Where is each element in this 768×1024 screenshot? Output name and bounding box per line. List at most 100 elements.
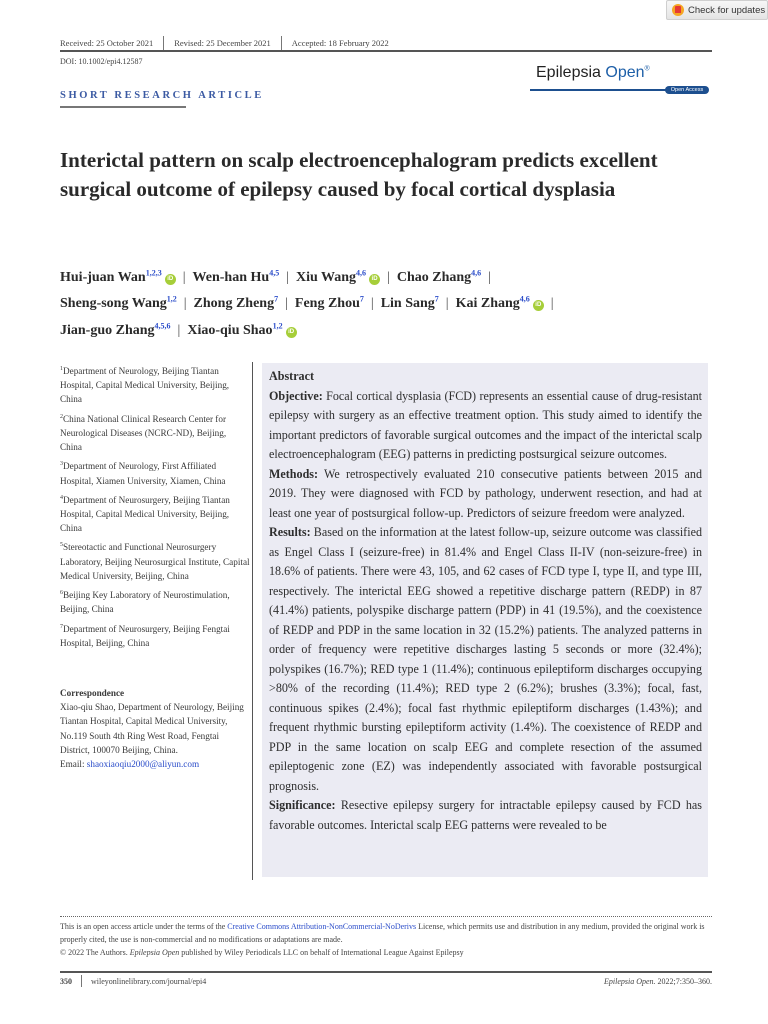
author[interactable]: Hui-juan Wan1,2,3iD (60, 268, 176, 285)
article-dates: Received: 25 October 2021 Revised: 25 De… (60, 36, 399, 50)
author-affiliation-ref[interactable]: 1,2,3 (145, 268, 162, 277)
email-label: Email: (60, 759, 87, 770)
received-date: Received: 25 October 2021 (60, 38, 154, 48)
affiliation-number: 6 (60, 590, 63, 597)
author-affiliation-ref[interactable]: 1,2 (272, 321, 283, 331)
abstract-methods: Methods: We retrospectively evaluated 21… (269, 465, 702, 524)
author[interactable]: Chao Zhang4,6 (397, 268, 482, 285)
affiliation-text: Department of Neurosurgery, Beijing Feng… (60, 623, 230, 648)
abstract-objective: Objective: Focal cortical dysplasia (FCD… (269, 387, 702, 465)
affiliation: 7Department of Neurosurgery, Beijing Fen… (60, 620, 250, 650)
abstract-significance: Significance: Resective epilepsy surgery… (269, 796, 702, 835)
author[interactable]: Feng Zhou7 (294, 294, 364, 312)
correspondence-heading: Correspondence (60, 688, 125, 698)
affiliation-number: 3 (60, 461, 63, 468)
divider (280, 36, 282, 50)
separator: | (182, 269, 186, 285)
author-affiliation-ref[interactable]: 4,6 (356, 268, 367, 277)
license-notice: This is an open access article under the… (60, 920, 712, 959)
copyright-journal: Epilepsia Open (129, 948, 180, 957)
author[interactable]: Xiu Wang4,6iD (296, 268, 381, 285)
author[interactable]: Zhong Zheng7 (194, 294, 279, 312)
author[interactable]: Kai Zhang4,6iD (455, 294, 544, 312)
accepted-date: Accepted: 18 February 2022 (291, 38, 389, 48)
section-text: We retrospectively evaluated 210 consecu… (269, 466, 702, 520)
affiliation-number: 7 (60, 623, 63, 630)
cc-license-link[interactable]: Creative Commons Attribution-NonCommerci… (227, 922, 417, 931)
author-affiliation-ref[interactable]: 7 (274, 294, 279, 304)
affiliation-number: 4 (60, 494, 63, 501)
correspondence: Correspondence Xiao-qiu Shao, Department… (60, 686, 250, 771)
author-affiliation-ref[interactable]: 7 (359, 294, 364, 304)
author[interactable]: Xiao-qiu Shao1,2iD (187, 321, 297, 338)
article-title: Interictal pattern on scalp electroencep… (60, 148, 658, 201)
section-label: Results: (269, 525, 311, 539)
abstract-box: Abstract Objective: Focal cortical dyspl… (262, 363, 708, 877)
logo-rule (530, 89, 668, 91)
open-access-badge: Open Access (665, 86, 709, 94)
author-affiliation-ref[interactable]: 4,6 (471, 268, 482, 277)
author-name: Kai Zhang (455, 296, 520, 312)
license-rule (60, 916, 712, 917)
citation-details: 2022;7:350–360. (655, 976, 712, 986)
orcid-icon[interactable]: iD (532, 300, 544, 312)
author[interactable]: Lin Sang7 (380, 294, 439, 312)
separator: | (286, 269, 289, 285)
copyright-text: © 2022 The Authors. (60, 948, 130, 957)
author-name: Sheng-song Wang (60, 296, 167, 312)
section-text: Resective epilepsy surgery for intractab… (269, 798, 702, 832)
author-name: Xiao-qiu Shao (187, 322, 273, 338)
affiliation-text: Department of Neurosurgery, Beijing Tian… (60, 494, 230, 534)
section-text: Based on the information at the latest f… (269, 525, 702, 793)
author-name: Xiu Wang (296, 269, 357, 285)
journal-url[interactable]: wileyonlinelibrary.com/journal/epi4 (91, 976, 207, 986)
affiliation-text: Beijing Key Laboratory of Neurostimulati… (60, 590, 230, 615)
email-link[interactable]: shaoxiaoqiu2000@aliyun.com (86, 759, 200, 770)
section-label: Methods: (269, 466, 319, 481)
author-affiliation-ref[interactable]: 4,5 (269, 268, 280, 277)
author[interactable]: Sheng-song Wang1,2 (60, 294, 177, 312)
citation: Epilepsia Open. 2022;7:350–360. (604, 977, 712, 986)
separator: | (183, 296, 187, 312)
article-type-rule (60, 106, 186, 108)
orcid-icon[interactable]: iD (285, 326, 297, 338)
author-affiliation-ref[interactable]: 4,5,6 (154, 321, 171, 331)
section-label: Objective: (269, 388, 323, 403)
correspondence-email: Email: shaoxiaoqiu2000@aliyun.com (60, 757, 250, 771)
author-name: Feng Zhou (294, 296, 360, 312)
author[interactable]: Wen-han Hu4,5 (192, 268, 280, 285)
affiliation-text: Department of Neurology, First Affiliate… (60, 461, 226, 486)
author-affiliation-ref[interactable]: 4,6 (519, 294, 530, 304)
affiliation-text: Department of Neurology, Beijing Tiantan… (60, 366, 230, 405)
affiliation: 5Stereotactic and Functional Neurosurger… (60, 538, 250, 583)
column-divider (252, 362, 253, 880)
revised-date: Revised: 25 December 2021 (174, 38, 271, 48)
section-label: Significance: (269, 798, 336, 812)
copyright: © 2022 The Authors. Epilepsia Open publi… (60, 946, 712, 959)
author-affiliation-ref[interactable]: 7 (434, 294, 439, 304)
check-for-updates-button[interactable]: Check for updates (666, 0, 768, 20)
doi[interactable]: DOI: 10.1002/epi4.12587 (60, 57, 143, 66)
affiliation-number: 5 (60, 542, 63, 549)
separator: | (550, 296, 554, 312)
registered-mark: ® (644, 65, 650, 73)
author-name: Hui-juan Wan (60, 269, 146, 285)
affiliation-text: Stereotactic and Functional Neurosurgery… (60, 542, 250, 581)
section-text: Focal cortical dysplasia (FCD) represent… (269, 388, 702, 462)
orcid-icon[interactable]: iD (369, 273, 381, 285)
affiliation-number: 2 (60, 413, 63, 420)
article-type: SHORT RESEARCH ARTICLE (60, 90, 264, 101)
author-list: Hui-juan Wan1,2,3iD | Wen-han Hu4,5 | Xiu Wa… (60, 262, 720, 342)
journal-name-part1: Epilepsia (536, 64, 606, 81)
separator: | (445, 296, 449, 312)
citation-journal: Epilepsia Open. (604, 976, 656, 986)
divider (81, 975, 82, 987)
author-name: Lin Sang (380, 296, 435, 312)
crossmark-icon (672, 4, 684, 16)
author[interactable]: Jian-guo Zhang4,5,6 (60, 321, 171, 338)
author-name: Wen-han Hu (192, 269, 270, 285)
footer-rule (60, 971, 712, 973)
page-number: 350 (60, 976, 72, 986)
author-affiliation-ref[interactable]: 1,2 (166, 294, 177, 304)
orcid-icon[interactable]: iD (164, 273, 176, 285)
